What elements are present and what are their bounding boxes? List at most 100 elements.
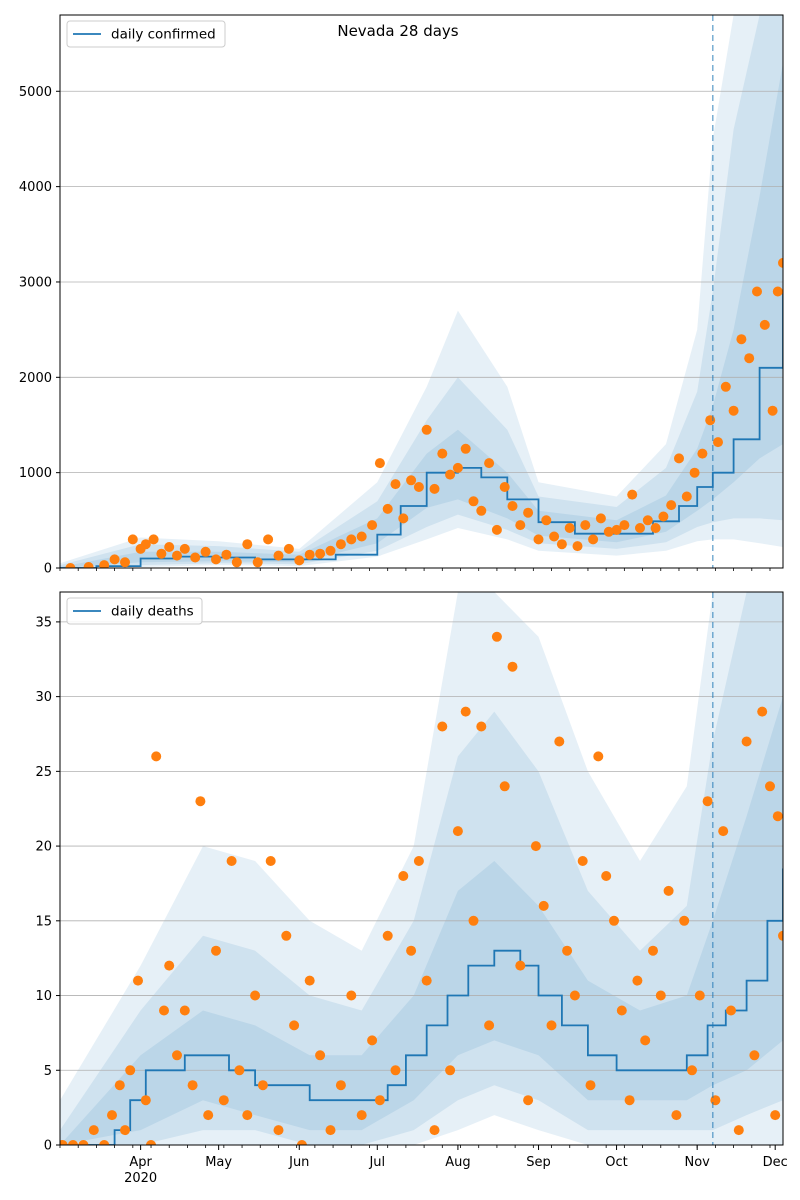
observed-point [304, 549, 315, 560]
observed-point [172, 1050, 182, 1061]
observed-point [133, 975, 143, 986]
observed-point [569, 990, 580, 1001]
observed-point [772, 811, 783, 822]
observed-point [406, 475, 417, 486]
observed-point [619, 520, 630, 531]
observed-point [315, 1050, 326, 1061]
observed-point [468, 915, 479, 926]
observed-point [554, 736, 565, 747]
observed-point [146, 1140, 156, 1145]
observed-point [281, 930, 292, 941]
deaths-bands [60, 592, 783, 1145]
observed-point [624, 1095, 635, 1106]
observed-point [242, 1110, 253, 1121]
observed-point [705, 415, 716, 426]
observed-point [484, 458, 495, 469]
observed-point [140, 1095, 151, 1106]
observed-point [671, 1110, 682, 1121]
deaths-legend: daily deaths [66, 597, 203, 625]
uncertainty-band [60, 15, 783, 568]
observed-point [491, 631, 502, 642]
confirmed-legend-box [66, 20, 226, 48]
observed-point [523, 1095, 534, 1106]
observed-point [736, 334, 747, 345]
observed-point [406, 945, 417, 956]
confirmed-plot-area [60, 15, 783, 568]
y-tick-label: 10 [35, 989, 52, 1004]
y-tick-label: 4000 [19, 180, 52, 195]
x-tick-label: Dec [763, 1155, 788, 1170]
observed-point [114, 1080, 125, 1091]
observed-point [164, 542, 175, 552]
observed-point [374, 458, 385, 469]
observed-point [663, 885, 674, 896]
observed-point [226, 856, 237, 866]
x-tick-label: Apr [129, 1155, 152, 1170]
observed-point [744, 353, 755, 364]
observed-point [88, 1125, 99, 1136]
observed-point [231, 557, 242, 568]
observed-point [382, 503, 393, 514]
confirmed-legend: daily confirmed [66, 20, 226, 48]
y-tick-label: 20 [35, 840, 52, 855]
chart-title: Nevada 28 days [337, 22, 458, 40]
observed-point [398, 871, 409, 881]
observed-point [655, 990, 666, 1001]
uncertainty-band [60, 15, 783, 568]
observed-point [68, 1140, 78, 1145]
observed-point [759, 319, 770, 330]
observed-point [710, 1095, 721, 1106]
observed-point [515, 520, 526, 531]
observed-point [156, 548, 167, 559]
observed-point [585, 1080, 596, 1091]
observed-point [476, 721, 487, 732]
observed-point [694, 990, 705, 1001]
observed-point [603, 526, 614, 537]
confirmed-axes-frame [59, 14, 784, 569]
observed-point [335, 539, 346, 550]
observed-point [257, 1080, 268, 1091]
deaths-y-axis: 0 5 10 15 20 25 30 35 [35, 615, 60, 1154]
observed-point [595, 513, 606, 524]
observed-point [642, 515, 653, 526]
observed-point [252, 557, 263, 568]
observed-point [728, 405, 739, 416]
uncertainty-band [60, 696, 783, 1145]
observed-point [413, 482, 424, 492]
observed-point [627, 489, 638, 500]
observed-point [356, 1110, 367, 1121]
observed-point [159, 1005, 169, 1016]
uncertainty-band [60, 592, 783, 1145]
observed-point [99, 560, 110, 568]
observed-point [179, 1005, 190, 1016]
deaths-legend-box [66, 597, 203, 625]
observed-point [367, 1035, 378, 1046]
observed-point [296, 1140, 307, 1145]
observed-point [127, 534, 138, 545]
x-tick-label: Jul [368, 1155, 385, 1170]
deaths-axes-frame [59, 591, 784, 1146]
y-tick-label: 15 [35, 914, 52, 929]
x-tick-label: Oct [605, 1155, 627, 1170]
y-tick-label: 2000 [19, 371, 52, 386]
observed-point [125, 1065, 136, 1076]
observed-point [283, 543, 294, 554]
observed-point [541, 515, 552, 526]
observed-point [398, 513, 409, 524]
observed-point [289, 1020, 300, 1031]
observed-point [390, 1065, 401, 1076]
observed-point [515, 960, 526, 971]
observed-point [679, 915, 690, 926]
x-tick-label: Sep [526, 1155, 551, 1170]
observed-point [765, 781, 775, 792]
observed-point [109, 554, 120, 565]
observed-point [325, 1125, 336, 1136]
observed-point [778, 930, 783, 941]
observed-point [346, 534, 357, 545]
x-tick-label: Jun [288, 1155, 309, 1170]
observed-point [263, 534, 274, 545]
observed-point [640, 1035, 651, 1046]
observed-point [720, 381, 731, 392]
observed-point [564, 523, 575, 533]
